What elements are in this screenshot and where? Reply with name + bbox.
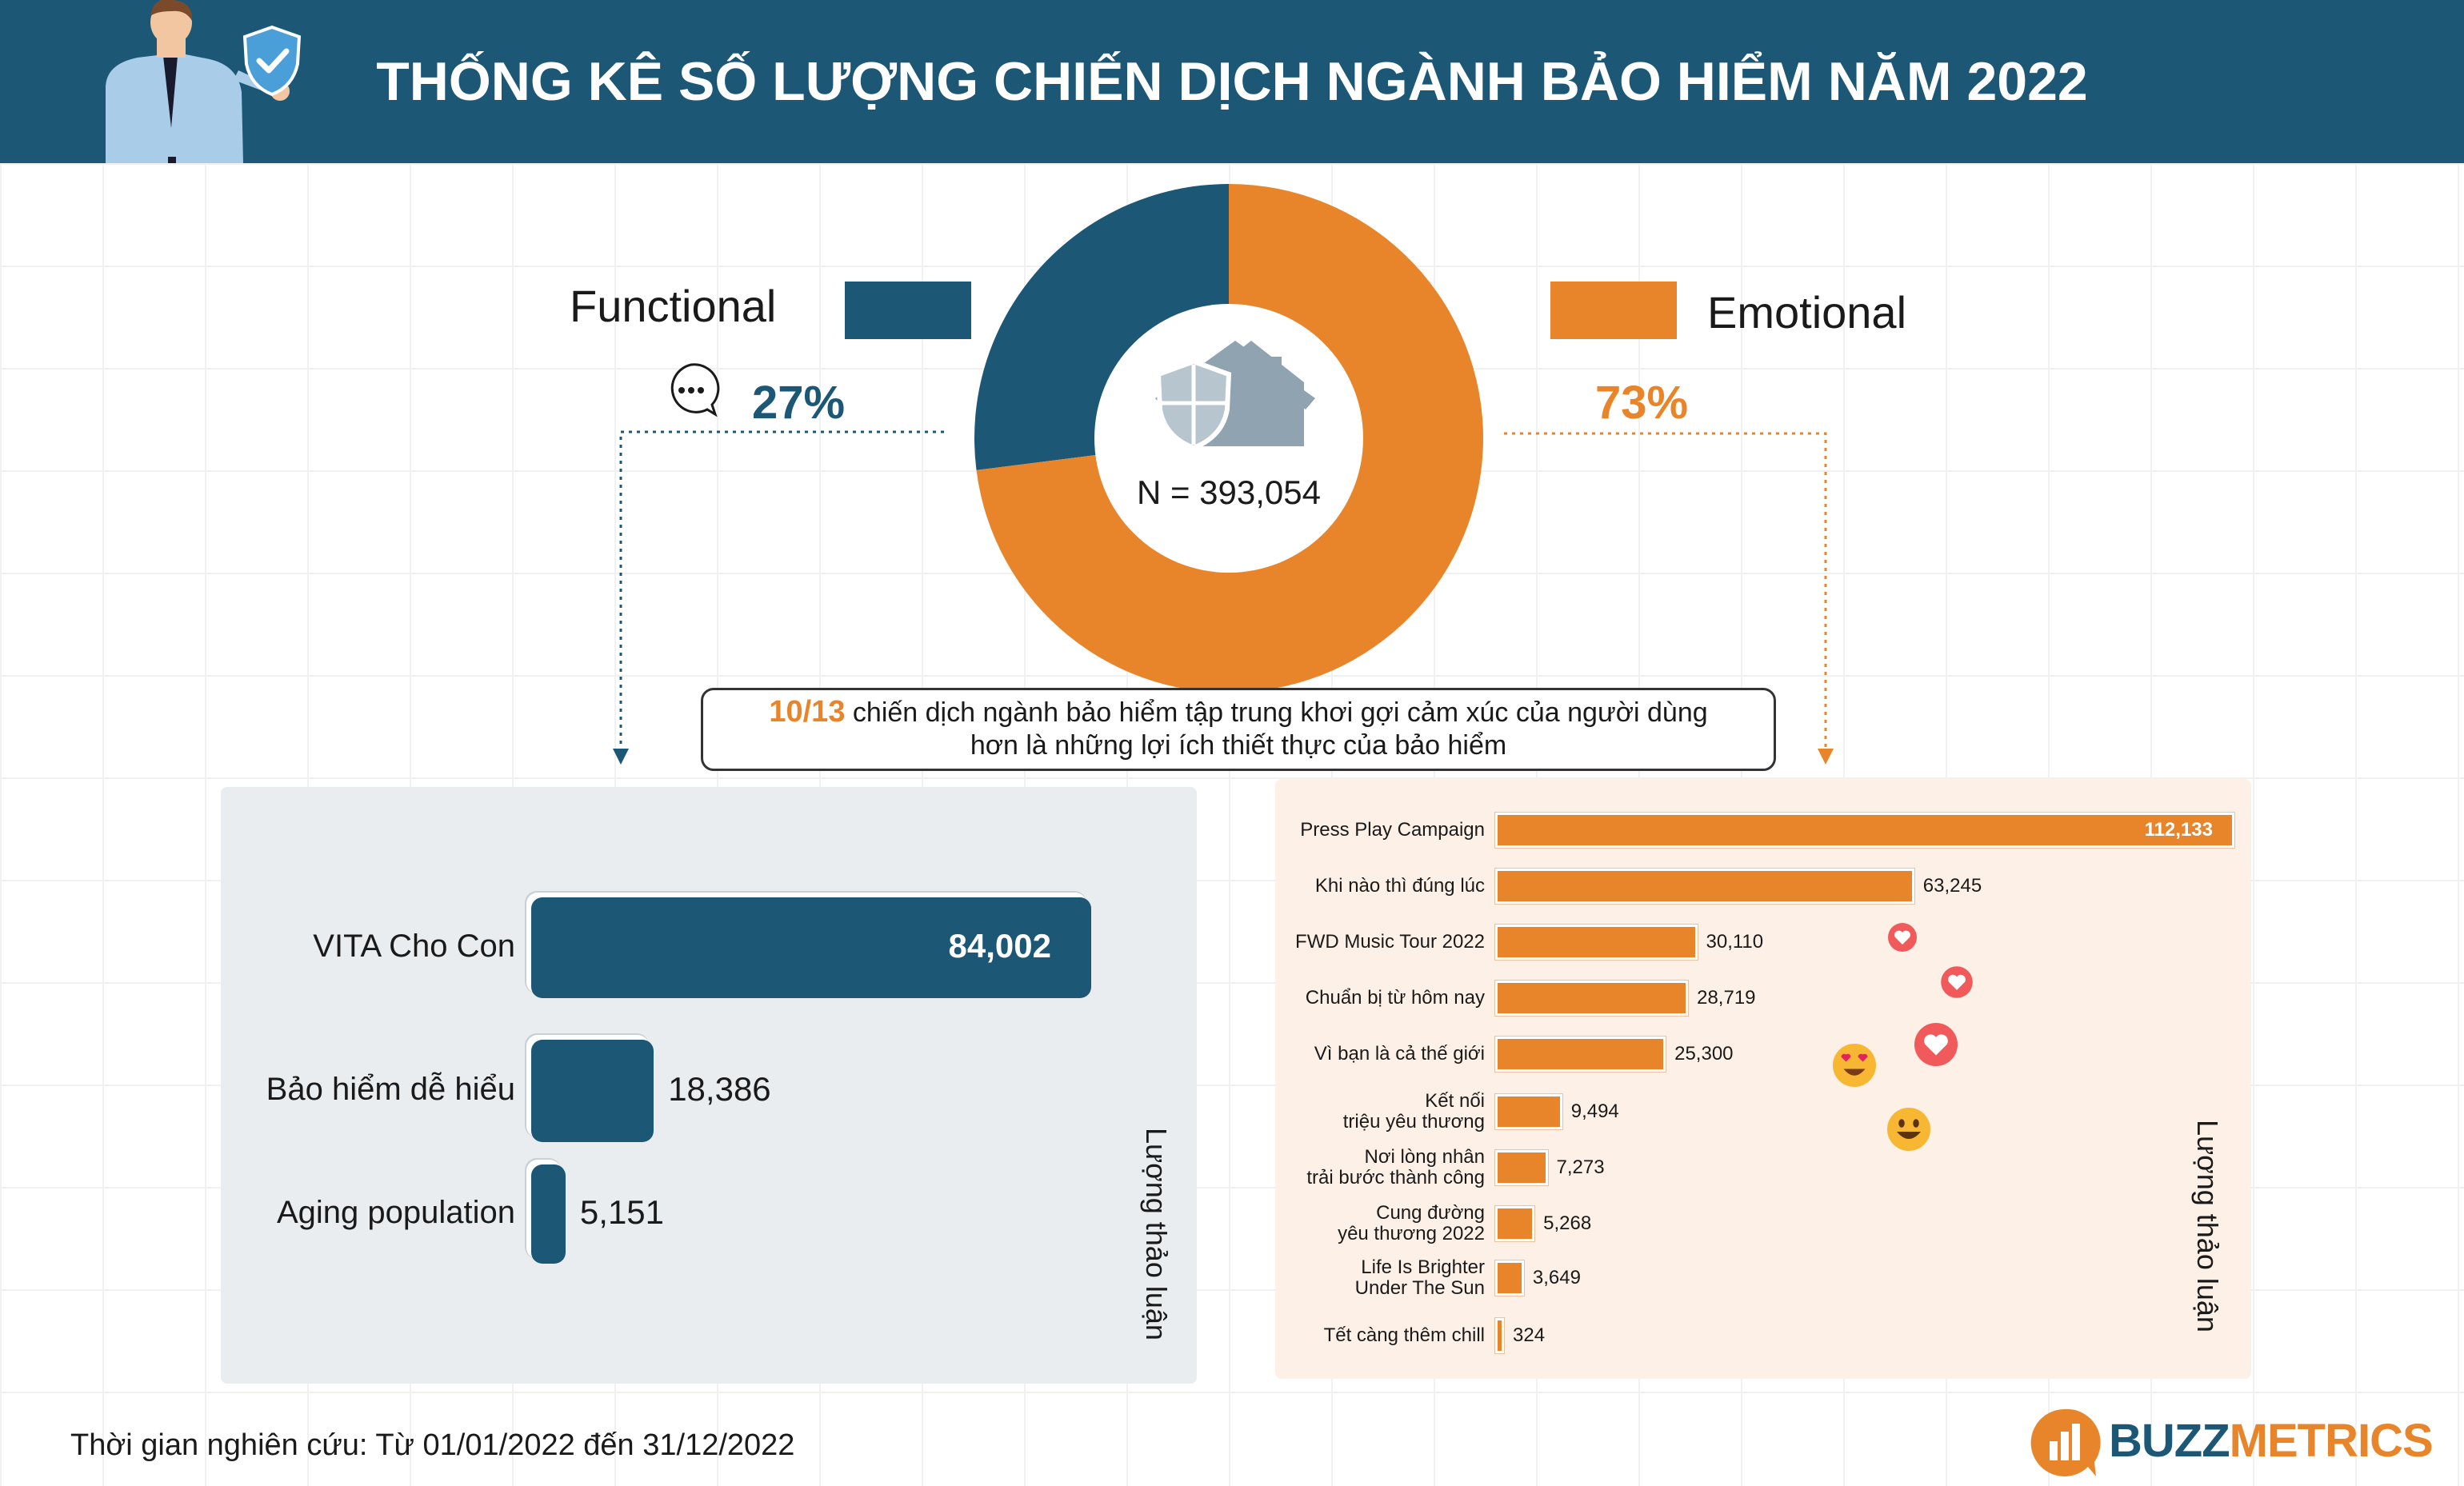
shield-check-icon <box>242 25 302 97</box>
bar-right-0 <box>1498 815 2232 845</box>
bar-right-label-6: Nơi lòng nhân trải bước thành công <box>1306 1146 1485 1188</box>
chat-bubble-icon <box>670 363 720 417</box>
bar-right-label-8: Life Is Brighter Under The Sun <box>1354 1256 1485 1299</box>
research-period-note: Thời gian nghiên cứu: Từ 01/01/2022 đến … <box>70 1428 795 1462</box>
bar-right-label-9: Tết càng thêm chill <box>1323 1324 1485 1346</box>
bar-right-label-2: FWD Music Tour 2022 <box>1295 931 1485 953</box>
grinning-emoji-icon <box>1887 1108 1930 1151</box>
bar-right-value-1: 63,245 <box>1922 875 1982 897</box>
bar-right-label-3: Chuẩn bị từ hôm nay <box>1305 987 1485 1009</box>
brand-part-2: METRICS <box>2229 1415 2434 1467</box>
connector-lines <box>613 430 1834 765</box>
bar-right-value-2: 30,110 <box>1706 931 1764 953</box>
callout-box: 10/13 chiến dịch ngành bảo hiểm tập trun… <box>701 688 1776 771</box>
page-title: THỐNG KÊ SỐ LƯỢNG CHIẾN DỊCH NGÀNH BẢO H… <box>376 51 2088 112</box>
right-axis-label: Lượng thảo luận <box>2191 1120 2224 1332</box>
bar-right-2 <box>1498 927 1695 957</box>
donut-chart: N = 393,054 <box>974 184 1483 693</box>
bar-left-value-0: 84,002 <box>948 927 1051 965</box>
bar-left-label-1: Bảo hiểm dễ hiểu <box>266 1072 515 1107</box>
bar-right-4 <box>1498 1039 1664 1069</box>
heart-reaction-icon <box>1914 1023 1958 1066</box>
bar-right-value-8: 3,649 <box>1532 1267 1581 1288</box>
bar-right-label-4: Vì bạn là cả thế giới <box>1314 1043 1485 1065</box>
legend-functional-label: Functional <box>570 281 777 331</box>
bar-right-value-9: 324 <box>1513 1324 1546 1346</box>
bar-right-8 <box>1498 1263 1522 1293</box>
callout-line-1: 10/13 chiến dịch ngành bảo hiểm tập trun… <box>703 695 1774 729</box>
bar-right-value-0: 112,133 <box>2144 819 2213 841</box>
bar-right-value-6: 7,273 <box>1556 1156 1605 1178</box>
heart-reaction-icon <box>1941 966 1973 998</box>
bar-left-label-2: Aging population <box>276 1195 515 1230</box>
bar-right-5 <box>1498 1097 1560 1127</box>
bar-right-3 <box>1498 983 1686 1013</box>
emotional-percent: 73% <box>1595 377 1689 429</box>
buzzmetrics-logo-icon <box>2030 1408 2101 1476</box>
bar-left-0 <box>531 897 1091 998</box>
bar-right-value-7: 5,268 <box>1543 1212 1592 1234</box>
legend-emotional-swatch <box>1550 282 1677 339</box>
bar-right-value-5: 9,494 <box>1570 1101 1619 1122</box>
header-bar <box>0 0 2464 163</box>
callout-highlight: 10/13 <box>769 695 846 729</box>
bar-left-2 <box>531 1164 566 1264</box>
legend-emotional-label: Emotional <box>1707 287 1907 338</box>
functional-panel <box>221 787 1197 1384</box>
bar-right-label-0: Press Play Campaign <box>1300 819 1485 841</box>
callout-text-2: hơn là những lợi ích thiết thực của bảo … <box>970 730 1507 761</box>
bar-right-label-1: Khi nào thì đúng lúc <box>1314 875 1485 897</box>
businessman-illustration <box>106 0 290 163</box>
bar-left-value-1: 18,386 <box>668 1070 771 1108</box>
shield-house-icon <box>1155 341 1315 451</box>
bar-right-9 <box>1498 1320 1502 1351</box>
brand-logo-text: BUZZMETRICS <box>2109 1414 2434 1468</box>
functional-percent: 27% <box>752 377 846 429</box>
bar-right-label-7: Cung đường yêu thương 2022 <box>1338 1202 1485 1244</box>
bar-left-value-2: 5,151 <box>579 1193 665 1231</box>
bar-left-1 <box>531 1040 654 1142</box>
brand-part-1: BUZZ <box>2109 1415 2230 1467</box>
bar-left-label-0: VITA Cho Con <box>313 929 515 964</box>
bar-right-7 <box>1498 1208 1533 1239</box>
callout-text-1: chiến dịch ngành bảo hiểm tập trung khơi… <box>852 697 1708 728</box>
heart-eyes-emoji-icon <box>1833 1044 1876 1087</box>
left-axis-label: Lượng thảo luận <box>1140 1128 1173 1340</box>
legend-functional-swatch <box>845 282 971 339</box>
bar-right-value-4: 25,300 <box>1674 1043 1734 1065</box>
bar-right-1 <box>1498 871 1912 901</box>
bar-right-value-3: 28,719 <box>1697 987 1756 1009</box>
bar-right-6 <box>1498 1152 1546 1183</box>
bar-right-label-5: Kết nối triệu yêu thương <box>1342 1090 1485 1132</box>
heart-reaction-icon <box>1888 923 1917 952</box>
donut-center-text: N = 393,054 <box>1137 473 1321 511</box>
